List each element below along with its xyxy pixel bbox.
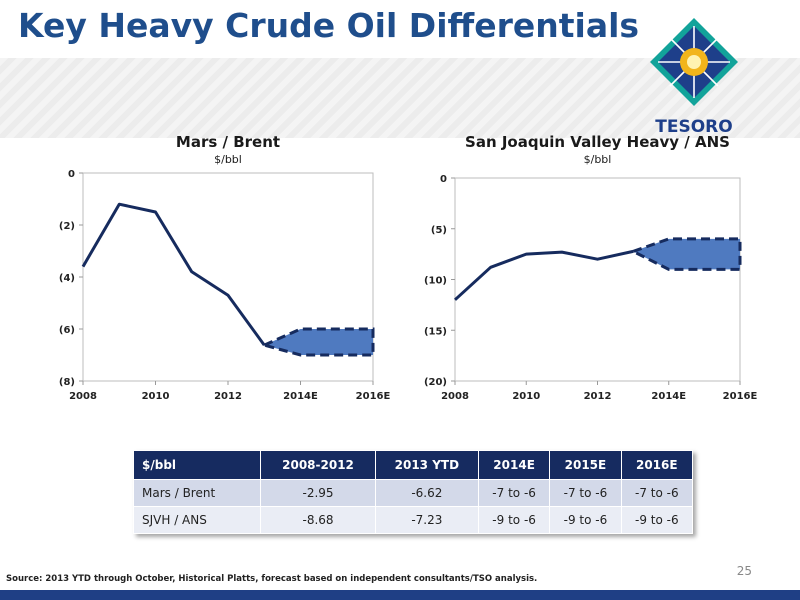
y-tick-label: (6) [59,325,75,336]
x-tick-label: 2010 [142,391,170,402]
y-tick-label: (15) [424,326,447,337]
table-header-cell: 2008-2012 [260,450,376,480]
table-header-cell: $/bbl [132,450,262,480]
table-header-cell: 2015E [549,450,622,480]
table-row: SJVH / ANS -8.68 -7.23 -9 to -6 -9 to -6… [132,506,694,534]
forecast-outline [632,237,742,271]
charts-canvas: 0 (2) (4) (6) (8) 2008 2010 2012 2014E 2016E 0 (5) (… [59,169,758,402]
logo-text: TESORO [655,117,732,137]
forecast-band [633,238,740,270]
x-tick-label: 2016E [356,391,391,402]
table-cell: -7 to -6 [477,479,551,507]
table-row: Mars / Brent -2.95 -6.62 -7 to -6 -7 to … [132,479,694,507]
y-tick-label: (8) [59,377,75,388]
table-cell: -9 to -6 [620,506,694,534]
forecast-outline [263,327,375,357]
y-tick-label: (5) [431,225,447,236]
y-tick-label: (20) [424,377,447,388]
x-tick-label: 2012 [214,391,242,402]
table-header-cell: 2013 YTD [374,450,479,480]
forecast-band [264,329,373,355]
chart2-unit: $/bbl [583,153,612,166]
x-tick-label: 2012 [584,391,612,402]
x-tick-label: 2010 [512,391,540,402]
y-tick-label: (4) [59,273,75,284]
y-tick-label: 0 [68,169,75,180]
page-number: 25 [736,564,752,578]
y-tick-label: (10) [424,276,447,287]
table-cell: -7 to -6 [549,479,622,507]
series-line [81,202,266,347]
table-cell: -2.95 [260,479,376,507]
table-cell: -9 to -6 [477,506,551,534]
table-header-row: $/bbl 2008-2012 2013 YTD 2014E 2015E 201… [132,450,694,480]
source-note: Source: 2013 YTD through October, Histor… [6,574,538,584]
table-cell: SJVH / ANS [132,506,262,534]
table-header-cell: 2016E [620,450,694,480]
table-cell: -8.68 [260,506,376,534]
table-header-cell: 2014E [477,450,551,480]
series-line [453,249,634,301]
tesoro-logo: TESORO [650,18,738,137]
x-tick-label: 2014E [651,391,686,402]
page-title: Key Heavy Crude Oil Differentials [18,6,640,45]
table-cell: Mars / Brent [132,479,262,507]
x-tick-label: 2016E [723,391,758,402]
table-cell: -6.62 [374,479,479,507]
x-tick-label: 2008 [69,391,97,402]
chart1-title: Mars / Brent [175,133,281,151]
x-tick-label: 2014E [283,391,318,402]
y-tick-label: (2) [59,221,75,232]
footer-bar [0,590,800,600]
differentials-table: $/bbl 2008-2012 2013 YTD 2014E 2015E 201… [132,450,694,534]
x-tick-label: 2008 [441,391,469,402]
y-tick-label: 0 [440,174,447,185]
table-cell: -7 to -6 [620,479,694,507]
chart2-title: San Joaquin Valley Heavy / ANS [465,133,730,151]
table-cell: -7.23 [374,506,479,534]
chart1-unit: $/bbl [214,153,242,166]
table-cell: -9 to -6 [549,506,622,534]
plot-area [454,177,741,382]
